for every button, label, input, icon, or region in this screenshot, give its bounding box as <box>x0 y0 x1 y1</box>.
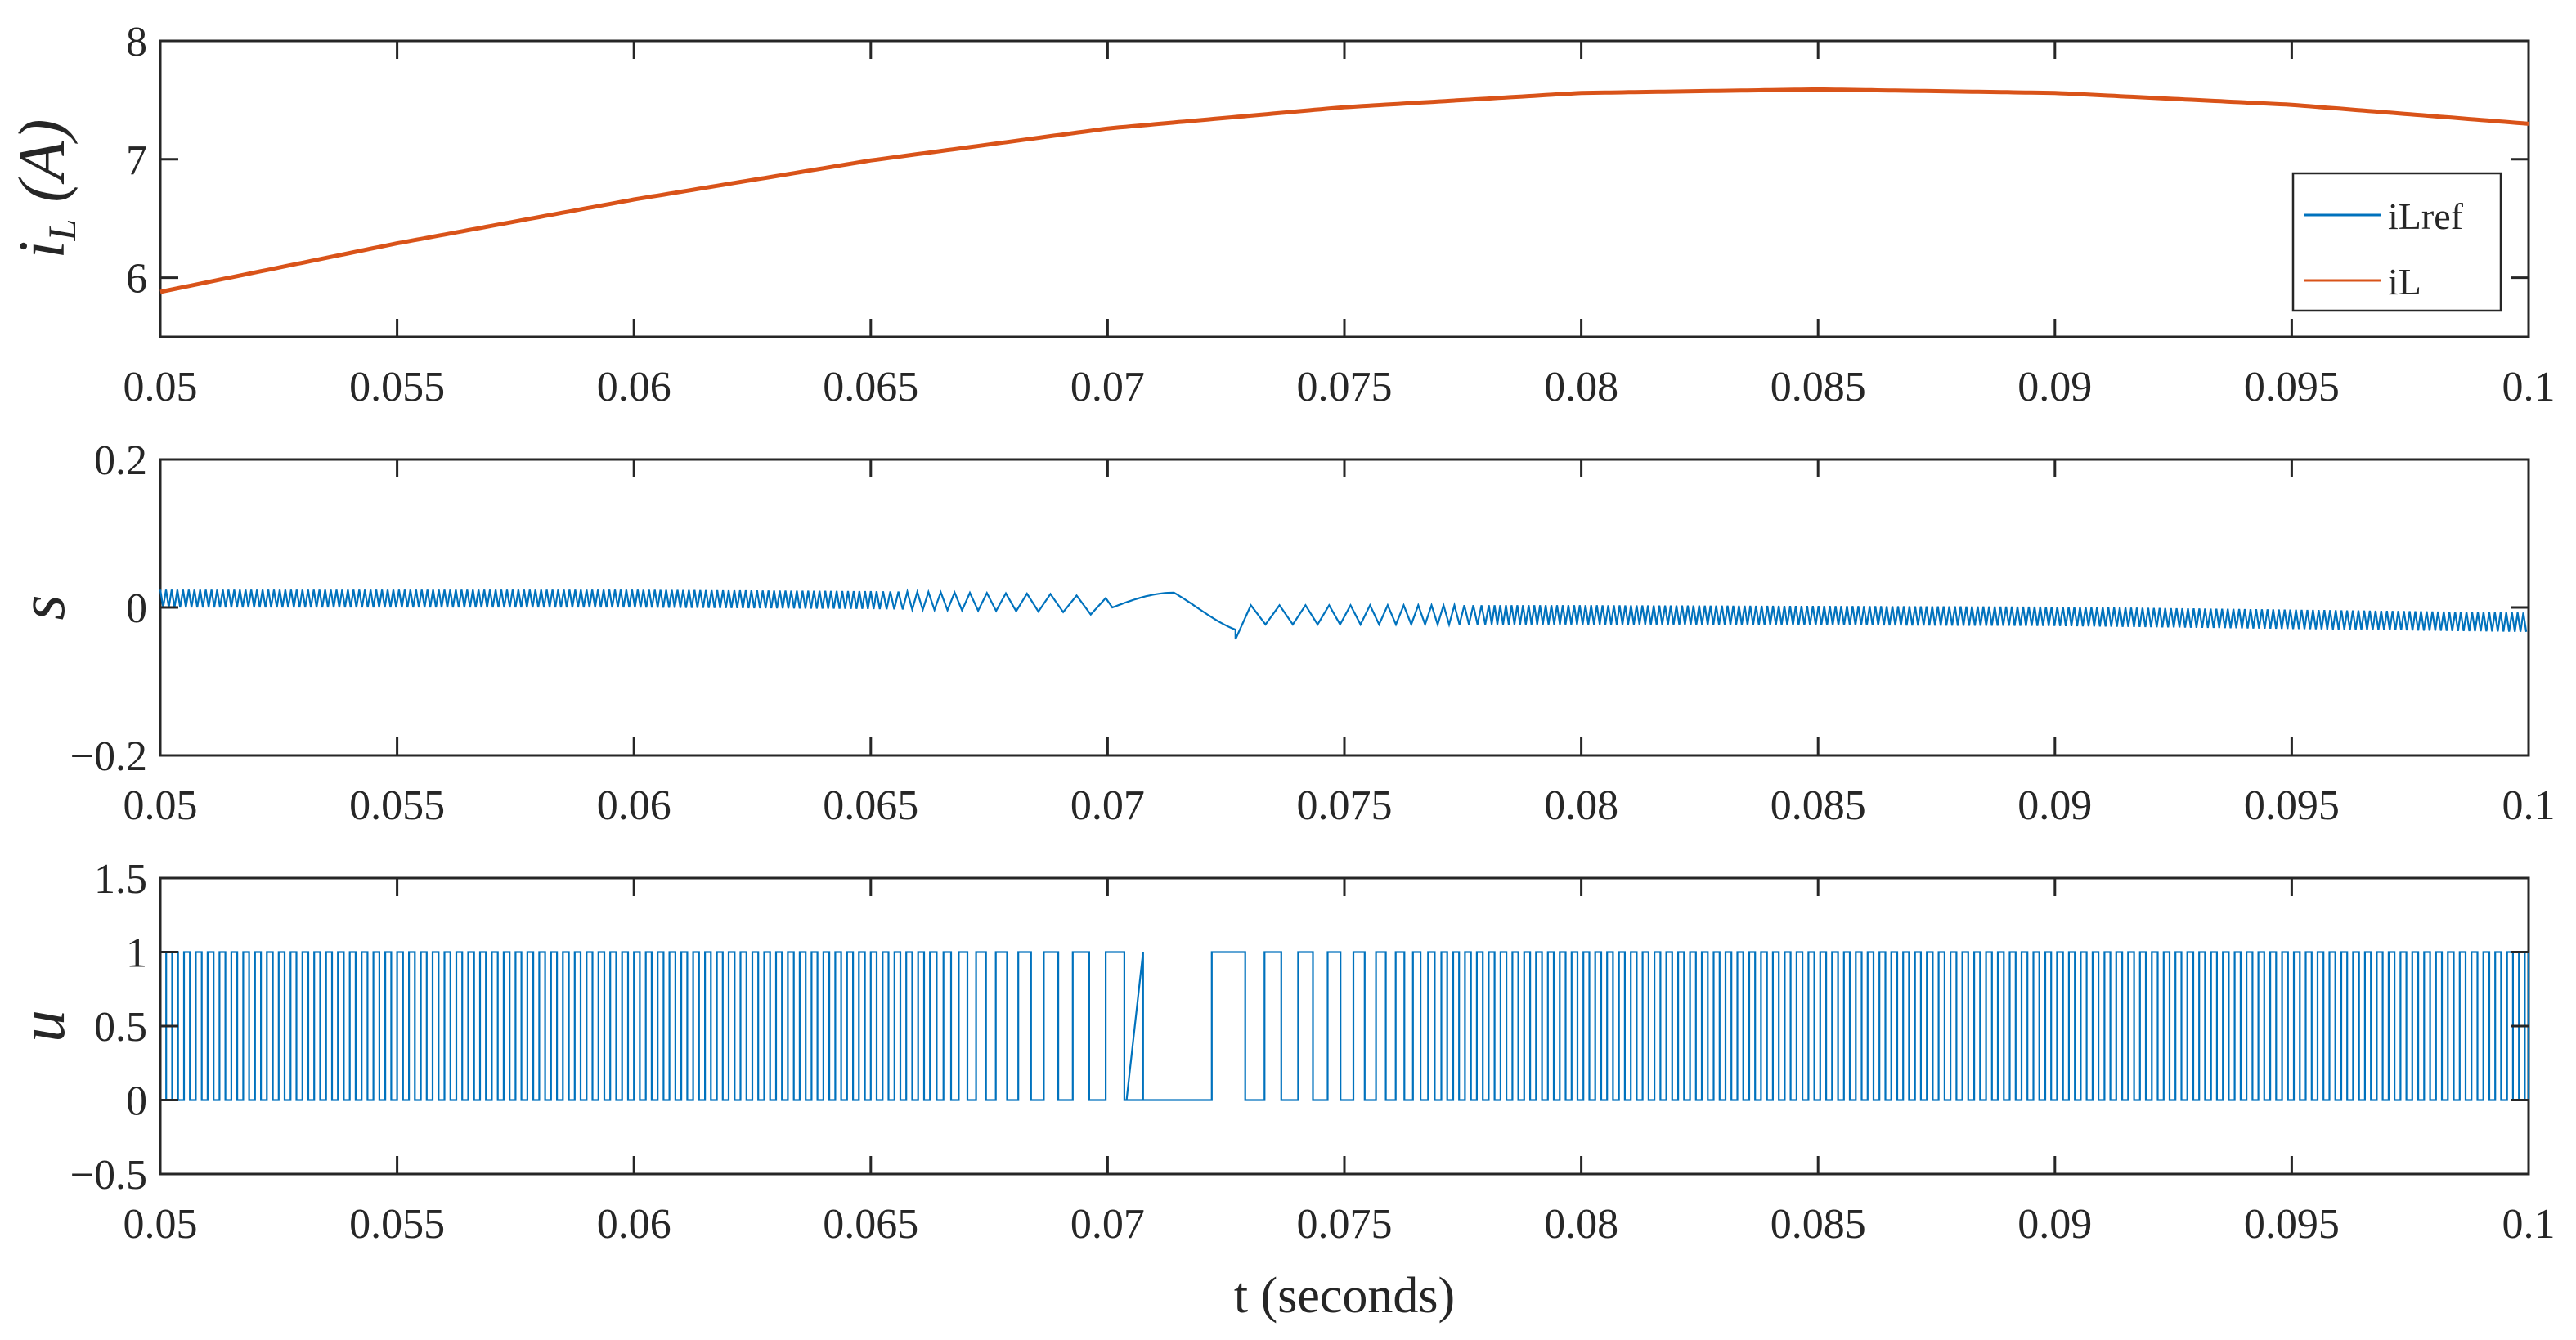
y-tick-label: −0.2 <box>70 733 147 780</box>
ticks-top: 0.05 0.055 0.06 0.065 0.07 0.075 0.08 0.085 0.09… <box>123 19 2556 410</box>
ylabel-il-main: i <box>7 240 79 258</box>
ylabel-il-sub: L <box>41 219 84 242</box>
x-tick-label: 0.09 <box>2017 1201 2092 1248</box>
x-tick-label: 0.055 <box>349 1201 445 1248</box>
x-tick-label: 0.075 <box>1297 364 1393 410</box>
y-tick-label: 1 <box>126 930 147 977</box>
series-line-s <box>159 588 2528 640</box>
series-line-ilref <box>159 87 2529 294</box>
plot-area-middle <box>159 588 2528 640</box>
xlabel: t (seconds) <box>1234 1268 1455 1324</box>
x-tick-label: 0.07 <box>1070 782 1145 829</box>
x-tick-label: 0.055 <box>349 782 445 829</box>
x-tick-label: 0.065 <box>823 364 918 410</box>
panel-u: 0.05 0.055 0.06 0.065 0.07 0.075 0.08 0.085 0.09… <box>7 856 2556 1324</box>
plot-area-top <box>159 87 2529 294</box>
x-tick-label: 0.06 <box>597 1201 671 1248</box>
axes-frame-top <box>159 39 2530 338</box>
legend-label-ilref: iLref <box>2388 195 2464 237</box>
x-tick-label: 0.095 <box>2244 782 2340 829</box>
legend-label-il: iL <box>2388 261 2421 303</box>
x-tick-label: 0.085 <box>1770 1201 1866 1248</box>
y-tick-label: 6 <box>126 256 147 303</box>
x-tick-label: 0.1 <box>2502 364 2556 410</box>
y-tick-label: 0 <box>126 1078 147 1125</box>
ylabel-u: u <box>7 1010 79 1042</box>
legend: iLref iL <box>2291 172 2502 312</box>
series-line-u <box>160 951 2530 1101</box>
x-tick-label: 0.085 <box>1770 364 1866 410</box>
x-tick-label: 0.09 <box>2017 782 2092 829</box>
x-tick-label: 0.1 <box>2502 782 2556 829</box>
x-tick-label: 0.085 <box>1770 782 1866 829</box>
x-tick-label: 0.08 <box>1544 782 1618 829</box>
x-tick-label: 0.06 <box>597 782 671 829</box>
y-tick-label: 8 <box>126 19 147 65</box>
x-tick-label: 0.05 <box>123 782 198 829</box>
panel-il: 0.05 0.055 0.06 0.065 0.07 0.075 0.08 0.085 0.09… <box>7 19 2556 410</box>
y-tick-label: −0.5 <box>70 1152 147 1199</box>
y-tick-label: 0 <box>126 585 147 632</box>
y-tick-label: 0.5 <box>94 1004 147 1051</box>
ticks-bottom: 0.05 0.055 0.06 0.065 0.07 0.075 0.08 0.085 0.09… <box>70 856 2556 1248</box>
y-tick-label: 1.5 <box>94 856 147 903</box>
panel-s: 0.05 0.055 0.06 0.065 0.07 0.075 0.08 0.085 0.09… <box>7 437 2556 829</box>
x-tick-label: 0.075 <box>1297 1201 1393 1248</box>
x-tick-label: 0.08 <box>1544 1201 1618 1248</box>
x-tick-label: 0.095 <box>2244 364 2340 410</box>
ticks-middle: 0.05 0.055 0.06 0.065 0.07 0.075 0.08 0.085 0.09… <box>70 437 2556 829</box>
plot-area-bottom <box>160 951 2530 1101</box>
x-tick-label: 0.075 <box>1297 782 1393 829</box>
x-tick-label: 0.06 <box>597 364 671 410</box>
x-tick-label: 0.095 <box>2244 1201 2340 1248</box>
y-tick-label: 7 <box>126 137 147 184</box>
x-tick-label: 0.05 <box>123 364 198 410</box>
x-tick-label: 0.09 <box>2017 364 2092 410</box>
ylabel-s: s <box>7 594 79 620</box>
x-tick-label: 0.07 <box>1070 1201 1145 1248</box>
x-tick-label: 0.05 <box>123 1201 198 1248</box>
ylabel-il: iL (A) <box>7 119 84 258</box>
y-tick-label: 0.2 <box>94 437 147 484</box>
x-tick-label: 0.07 <box>1070 364 1145 410</box>
x-tick-label: 0.065 <box>823 1201 918 1248</box>
series-line-il <box>159 87 2529 294</box>
ylabel-il-unit: (A) <box>7 119 79 218</box>
x-tick-label: 0.055 <box>349 364 445 410</box>
legend-box <box>2291 172 2502 312</box>
x-tick-label: 0.08 <box>1544 364 1618 410</box>
x-tick-label: 0.1 <box>2502 1201 2556 1248</box>
x-tick-label: 0.065 <box>823 782 918 829</box>
